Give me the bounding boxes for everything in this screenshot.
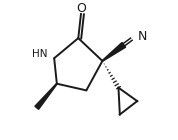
Polygon shape: [35, 83, 57, 109]
Polygon shape: [102, 42, 126, 61]
Text: O: O: [76, 2, 86, 15]
Text: N: N: [138, 30, 147, 43]
Text: HN: HN: [32, 49, 47, 59]
